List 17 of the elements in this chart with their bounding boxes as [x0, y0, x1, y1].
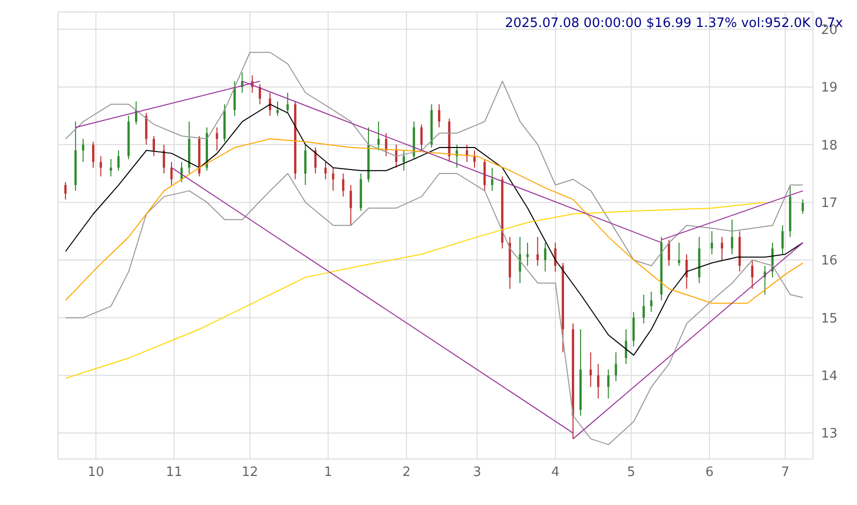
y-tick-label: 18	[821, 138, 838, 154]
x-tick-label: 2	[402, 465, 411, 480]
x-tick-label: 10	[88, 465, 104, 480]
x-tick-label: 6	[705, 465, 714, 480]
x-tick-label: 3	[473, 465, 482, 480]
y-tick-label: 19	[821, 80, 838, 96]
y-tick-label: 14	[821, 368, 838, 384]
y-tick-label: 15	[821, 311, 838, 326]
x-tick-label: 12	[242, 465, 258, 480]
x-tick-label: 5	[627, 465, 636, 480]
x-tick-label: 4	[551, 465, 560, 480]
x-tick-label: 7	[781, 465, 790, 480]
y-tick-label: 13	[821, 426, 838, 442]
y-tick-label: 16	[821, 254, 838, 269]
y-tick-label: 17	[821, 196, 838, 211]
x-tick-label: 1	[324, 465, 332, 480]
x-tick-label: 11	[166, 465, 182, 480]
